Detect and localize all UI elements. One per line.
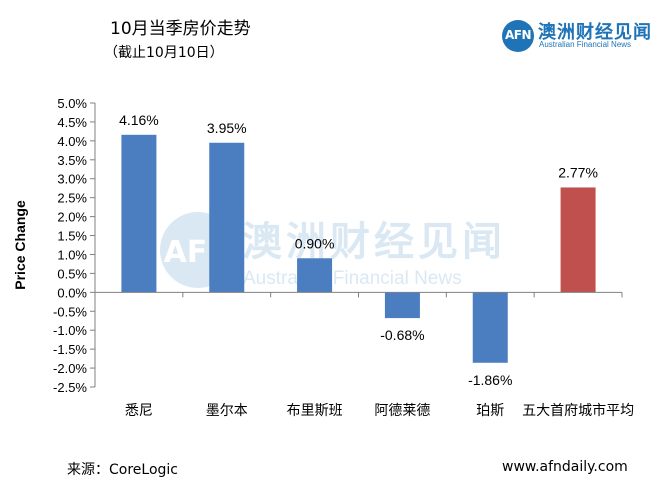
y-tick-label: 1.0% bbox=[57, 247, 87, 262]
x-tick-label: 五大首府城市平均 bbox=[522, 402, 634, 419]
x-tick-label: 阿德莱德 bbox=[374, 403, 430, 419]
bar bbox=[560, 187, 596, 293]
y-tick-label: 4.0% bbox=[57, 134, 87, 149]
chart-title: 10月当季房价走势 bbox=[110, 19, 251, 39]
y-axis: 5.0% 4.5% 4.0% 3.5% 3.0% 2.5% 2.0% 1.5% 1.0% 0.5%… bbox=[53, 96, 96, 395]
website-url[interactable]: www.afndaily.com bbox=[502, 459, 628, 475]
bar bbox=[297, 258, 333, 293]
y-tick-label: -1.5% bbox=[53, 342, 87, 357]
y-tick-label: 5.0% bbox=[57, 96, 87, 111]
watermark-english: Australian Financial News bbox=[243, 268, 462, 289]
y-tick-label: 2.5% bbox=[57, 191, 87, 206]
bars: 4.16% 3.95% 0.90% -0.68% -1.86% 2.77% bbox=[119, 112, 598, 388]
bar bbox=[384, 292, 420, 319]
y-tick-label: 4.5% bbox=[57, 115, 87, 130]
data-label: 0.90% bbox=[295, 235, 335, 251]
logo-circle-icon bbox=[502, 20, 534, 52]
bar bbox=[472, 292, 508, 363]
x-tick-label: 珀斯 bbox=[476, 403, 504, 419]
source-note: 来源：CoreLogic bbox=[67, 462, 178, 478]
y-tick-label: 2.0% bbox=[57, 210, 87, 225]
afn-logo: AFN 澳洲财经见闻 Australian Financial News bbox=[502, 20, 652, 52]
watermark-chinese: 澳洲财经见闻 bbox=[242, 219, 506, 265]
y-tick-label: -0.5% bbox=[53, 304, 87, 319]
data-label: 2.77% bbox=[558, 164, 598, 180]
y-tick-label: 1.5% bbox=[57, 229, 87, 244]
y-tick-label: 0.5% bbox=[57, 266, 87, 281]
bar bbox=[209, 142, 245, 293]
y-axis-label: Price Change bbox=[12, 200, 28, 290]
x-axis: 悉尼 墨尔本 布里斯班 阿德莱德 珀斯 五大首府城市平均 bbox=[94, 291, 634, 419]
y-tick-label: -1.0% bbox=[53, 323, 87, 338]
x-tick-label: 悉尼 bbox=[125, 403, 153, 419]
chart-subtitle: （截止10月10日） bbox=[104, 45, 224, 61]
data-label: -0.68% bbox=[380, 327, 424, 343]
bar bbox=[121, 134, 157, 293]
y-tick-label: 0.0% bbox=[57, 285, 87, 300]
data-label: 3.95% bbox=[207, 120, 247, 136]
logo-letters: AFN bbox=[504, 28, 532, 42]
logo-chinese-name: 澳洲财经见闻 bbox=[538, 22, 652, 43]
data-label: -1.86% bbox=[468, 372, 512, 388]
logo-english-name: Australian Financial News bbox=[539, 40, 632, 49]
y-tick-label: 3.0% bbox=[57, 172, 87, 187]
x-tick-label: 布里斯班 bbox=[287, 403, 343, 419]
y-tick-label: -2.0% bbox=[53, 361, 87, 376]
y-tick-label: 3.5% bbox=[57, 153, 87, 168]
y-tick-label: -2.5% bbox=[53, 380, 87, 395]
x-tick-label: 墨尔本 bbox=[206, 403, 248, 419]
data-label: 4.16% bbox=[119, 112, 159, 128]
